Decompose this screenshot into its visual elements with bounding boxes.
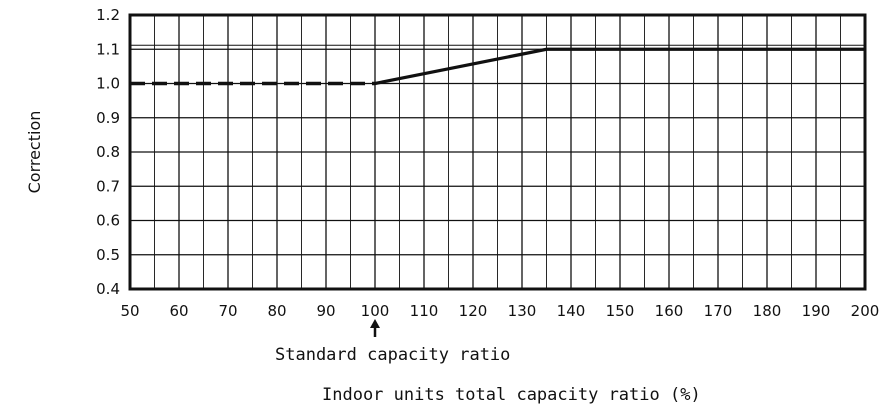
y-tick-label: 1.0	[96, 75, 120, 93]
y-tick-label: 0.9	[96, 109, 120, 127]
x-tick-label: 100	[361, 302, 390, 320]
x-tick-label: 200	[851, 302, 880, 320]
annotation-layer	[370, 319, 380, 337]
x-tick-label: 110	[410, 302, 439, 320]
x-tick-label: 140	[557, 302, 586, 320]
y-tick-labels: 0.4 0.5 0.6 0.7 0.8 0.9 1.0 1.1 1.2	[96, 6, 120, 298]
x-tick-label: 160	[655, 302, 684, 320]
y-tick-label: 1.1	[96, 40, 120, 58]
x-tick-labels: 50 60 70 80 90 100 110 120 130 140 150 160 170 180 190…	[120, 302, 879, 320]
x-tick-label: 170	[704, 302, 733, 320]
x-tick-label: 90	[316, 302, 335, 320]
x-tick-label: 190	[802, 302, 831, 320]
grid	[130, 15, 865, 289]
y-tick-label: 0.4	[96, 280, 120, 298]
x-tick-label: 150	[606, 302, 635, 320]
x-tick-label: 130	[508, 302, 537, 320]
x-axis-title: Indoor units total capacity ratio (%)	[322, 385, 701, 405]
y-tick-label: 1.2	[96, 6, 120, 24]
y-tick-label: 0.7	[96, 177, 120, 195]
annotation-arrowhead	[370, 319, 380, 328]
x-tick-label: 180	[753, 302, 782, 320]
x-tick-label: 50	[120, 302, 139, 320]
x-tick-label: 120	[459, 302, 488, 320]
y-tick-label: 0.5	[96, 246, 120, 264]
x-tick-label: 60	[169, 302, 188, 320]
standard-capacity-label: Standard capacity ratio	[275, 345, 510, 365]
series-solid-line	[374, 47, 865, 86]
plot-frame	[128, 13, 867, 291]
y-tick-label: 0.8	[96, 143, 120, 161]
x-tick-label: 80	[267, 302, 286, 320]
series-layer	[130, 47, 865, 86]
y-tick-label: 0.6	[96, 212, 120, 230]
x-tick-label: 70	[218, 302, 237, 320]
plot-border	[128, 13, 867, 291]
y-axis-title: Correction	[25, 111, 44, 194]
